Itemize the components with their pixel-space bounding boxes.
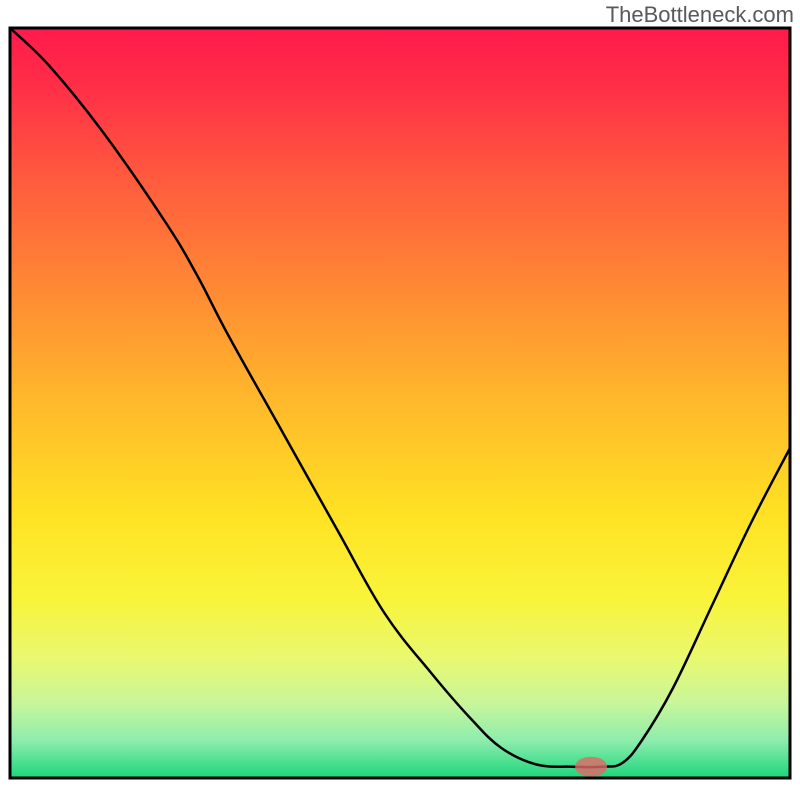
watermark-text: TheBottleneck.com <box>606 2 794 28</box>
bottleneck-chart <box>0 0 800 800</box>
optimum-marker <box>575 757 607 777</box>
plot-background <box>10 28 790 778</box>
